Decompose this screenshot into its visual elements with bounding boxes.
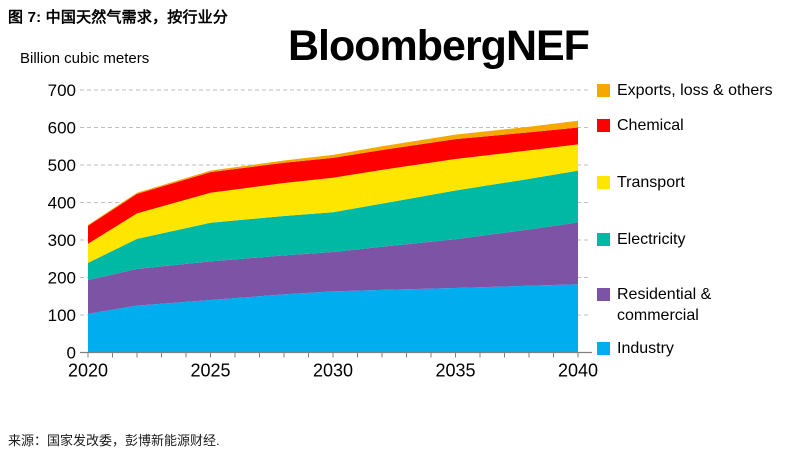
legend-item-chemical: Chemical [597,115,797,136]
legend-item-residential: Residential & commercial [597,284,797,326]
legend-swatch-chemical-icon [597,119,610,132]
y-tick-label: 700 [48,81,76,100]
x-tick-label: 2040 [558,361,598,381]
legend-label: Residential & commercial [617,286,712,324]
area-series-chemical [88,127,578,244]
legend-swatch-industry-icon [597,342,610,355]
legend-label: Chemical [617,117,684,134]
stacked-area-chart: 0 100 200 300 400 500 600 700 2020 2025 2030 2035 20… [48,81,598,381]
figure-title: 图 7: 中国天然气需求，按行业分 [8,9,229,26]
y-axis-unit-label: Billion cubic meters [20,50,150,67]
legend-item-industry: Industry [597,338,797,359]
y-tick-label: 0 [67,344,76,363]
legend-label: Industry [617,340,674,357]
area-series-exports-loss-others [88,120,578,226]
area-series-residential-commercial [88,222,578,314]
area-series-transport [88,144,578,263]
area-series-electricity [88,170,578,281]
x-tick-label: 2020 [68,361,108,381]
y-tick-label: 400 [48,194,76,213]
y-tick-label: 500 [48,156,76,175]
area-series-industry [88,284,578,353]
y-tick-label: 300 [48,231,76,250]
legend-label: Transport [617,174,685,191]
legend-item-transport: Transport [597,172,797,193]
bloombergnef-logo: BloombergNEF [288,22,590,70]
x-tick-label: 2025 [190,361,230,381]
y-tick-label: 200 [48,269,76,288]
legend-swatch-exports-icon [597,84,610,97]
x-tick-label: 2035 [435,361,475,381]
source-note: 来源：国家发改委，彭博新能源财经. [8,433,220,448]
legend-swatch-transport-icon [597,176,610,189]
legend-item-exports: Exports, loss & others [597,80,797,101]
legend-label: Exports, loss & others [617,82,773,99]
legend-swatch-electricity-icon [597,233,610,246]
legend-label: Electricity [617,231,686,248]
y-tick-label: 600 [48,119,76,138]
legend-swatch-residential-icon [597,288,610,301]
legend: Exports, loss & others Chemical Transpor… [597,80,797,359]
x-tick-label: 2030 [313,361,353,381]
y-tick-label: 100 [48,306,76,325]
legend-item-electricity: Electricity [597,229,797,250]
